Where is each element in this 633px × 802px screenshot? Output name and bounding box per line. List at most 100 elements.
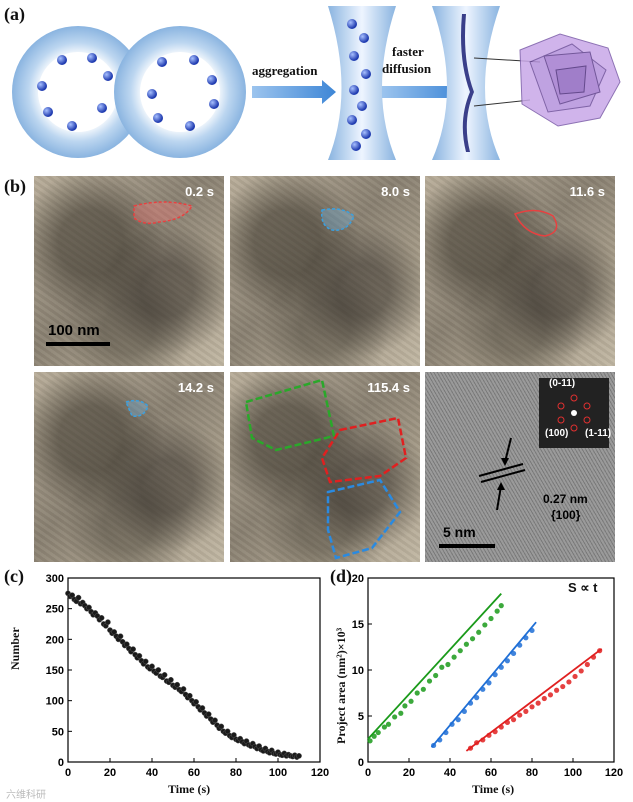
x-tick-label: 40 (146, 767, 158, 779)
data-point (398, 710, 404, 716)
data-point (474, 740, 480, 746)
data-point (367, 738, 373, 744)
data-point (445, 661, 451, 668)
data-point (199, 705, 206, 711)
y-tick-label: 10 (352, 665, 364, 677)
chart-c-ylabel: Number (8, 627, 22, 670)
data-point (572, 673, 578, 680)
data-point (492, 672, 498, 678)
data-point (486, 680, 492, 686)
data-point (381, 724, 387, 730)
data-point (488, 615, 494, 622)
faster-label: faster (392, 44, 424, 59)
data-point (463, 641, 469, 647)
x-tick-label: 0 (65, 767, 71, 779)
data-point (371, 733, 377, 739)
data-point (449, 721, 455, 727)
y-tick-label: 0 (58, 757, 64, 769)
fft-label-top: (0-11) (549, 378, 576, 389)
data-point (467, 700, 474, 706)
data-point (590, 654, 597, 660)
data-point (451, 654, 457, 660)
data-point (296, 753, 302, 759)
tem-frame-4: 14.2 s (34, 372, 224, 562)
watermark: 六维科研 (6, 790, 46, 801)
data-point (117, 633, 124, 640)
data-point (414, 690, 420, 696)
data-point (392, 714, 398, 720)
data-point (161, 672, 168, 678)
data-point (455, 717, 461, 723)
aggregation-label: aggregation (252, 63, 318, 78)
frame-time-label: 14.2 s (177, 380, 214, 395)
fft-label-left: (100) (545, 428, 569, 439)
data-point (420, 686, 426, 692)
area-vs-time-chart: 0 20 40 60 80 100 120 0 5 10 15 20 (352, 573, 623, 779)
data-point (402, 703, 408, 709)
data-point (469, 636, 476, 642)
y-tick-label: 5 (358, 711, 364, 723)
proportionality-annotation: S ∝ t (568, 580, 598, 595)
data-point (439, 664, 445, 670)
data-point (474, 695, 480, 701)
y-tick-label: 15 (352, 619, 364, 631)
data-point (486, 732, 492, 738)
x-tick-label: 20 (104, 767, 116, 779)
data-point (168, 676, 174, 683)
y-tick-label: 100 (46, 696, 64, 708)
data-point (105, 619, 111, 626)
data-point (584, 661, 590, 668)
y-tick-label: 300 (46, 573, 64, 585)
x-tick-label: 20 (403, 767, 415, 779)
data-point (494, 608, 500, 614)
panel-c-label: (c) (4, 566, 24, 586)
data-point (517, 712, 523, 718)
x-tick-label: 100 (269, 767, 287, 779)
data-point (480, 686, 486, 692)
tem-frame-5: 115.4 s (230, 372, 420, 562)
data-point (560, 683, 566, 690)
frame-time-label: 0.2 s (185, 184, 214, 199)
data-point (437, 737, 443, 743)
number-vs-time-chart: 0 20 40 60 80 100 120 0 50 100 150 200 250 300 (46, 573, 330, 779)
x-tick-label: 120 (311, 767, 329, 779)
x-tick-label: 40 (444, 767, 456, 779)
data-point (523, 708, 529, 714)
data-point (510, 650, 517, 657)
tem-frame-2: 8.0 s (230, 176, 420, 366)
data-point (142, 658, 149, 665)
diffusion-label: diffusion (382, 61, 432, 76)
data-point (457, 648, 463, 654)
x-tick-label: 120 (605, 767, 623, 779)
x-tick-label: 80 (230, 767, 242, 779)
data-point (98, 615, 105, 621)
data-point (541, 695, 547, 702)
frame-time-label: 8.0 s (381, 184, 410, 199)
fft-inset (539, 378, 609, 448)
data-point (529, 704, 535, 710)
data-point (212, 717, 218, 724)
data-point (186, 692, 193, 699)
lattice-spacing-label: 0.27 nm (543, 492, 588, 506)
panel-a-schematic (12, 6, 621, 160)
data-point (149, 663, 155, 670)
data-point (547, 692, 554, 698)
tem-frame-1: 0.2 s 100 nm (34, 176, 224, 366)
data-point (385, 721, 392, 727)
x-tick-label: 80 (526, 767, 538, 779)
data-point (482, 622, 488, 628)
data-point (504, 658, 510, 664)
data-point (498, 724, 504, 730)
y-tick-label: 20 (352, 573, 364, 585)
data-point (467, 745, 474, 751)
tem-frame-3: 11.6 s (425, 176, 615, 366)
data-point (426, 678, 433, 684)
data-point (529, 627, 535, 634)
data-point (130, 646, 136, 652)
frame-time-label: 115.4 s (367, 380, 410, 395)
fit-line (430, 621, 537, 748)
chart-d-xlabel: Time (s) (472, 782, 515, 796)
panel-a-label: (a) (4, 4, 25, 24)
y-tick-label: 250 (46, 604, 64, 616)
y-tick-label: 200 (46, 634, 64, 646)
